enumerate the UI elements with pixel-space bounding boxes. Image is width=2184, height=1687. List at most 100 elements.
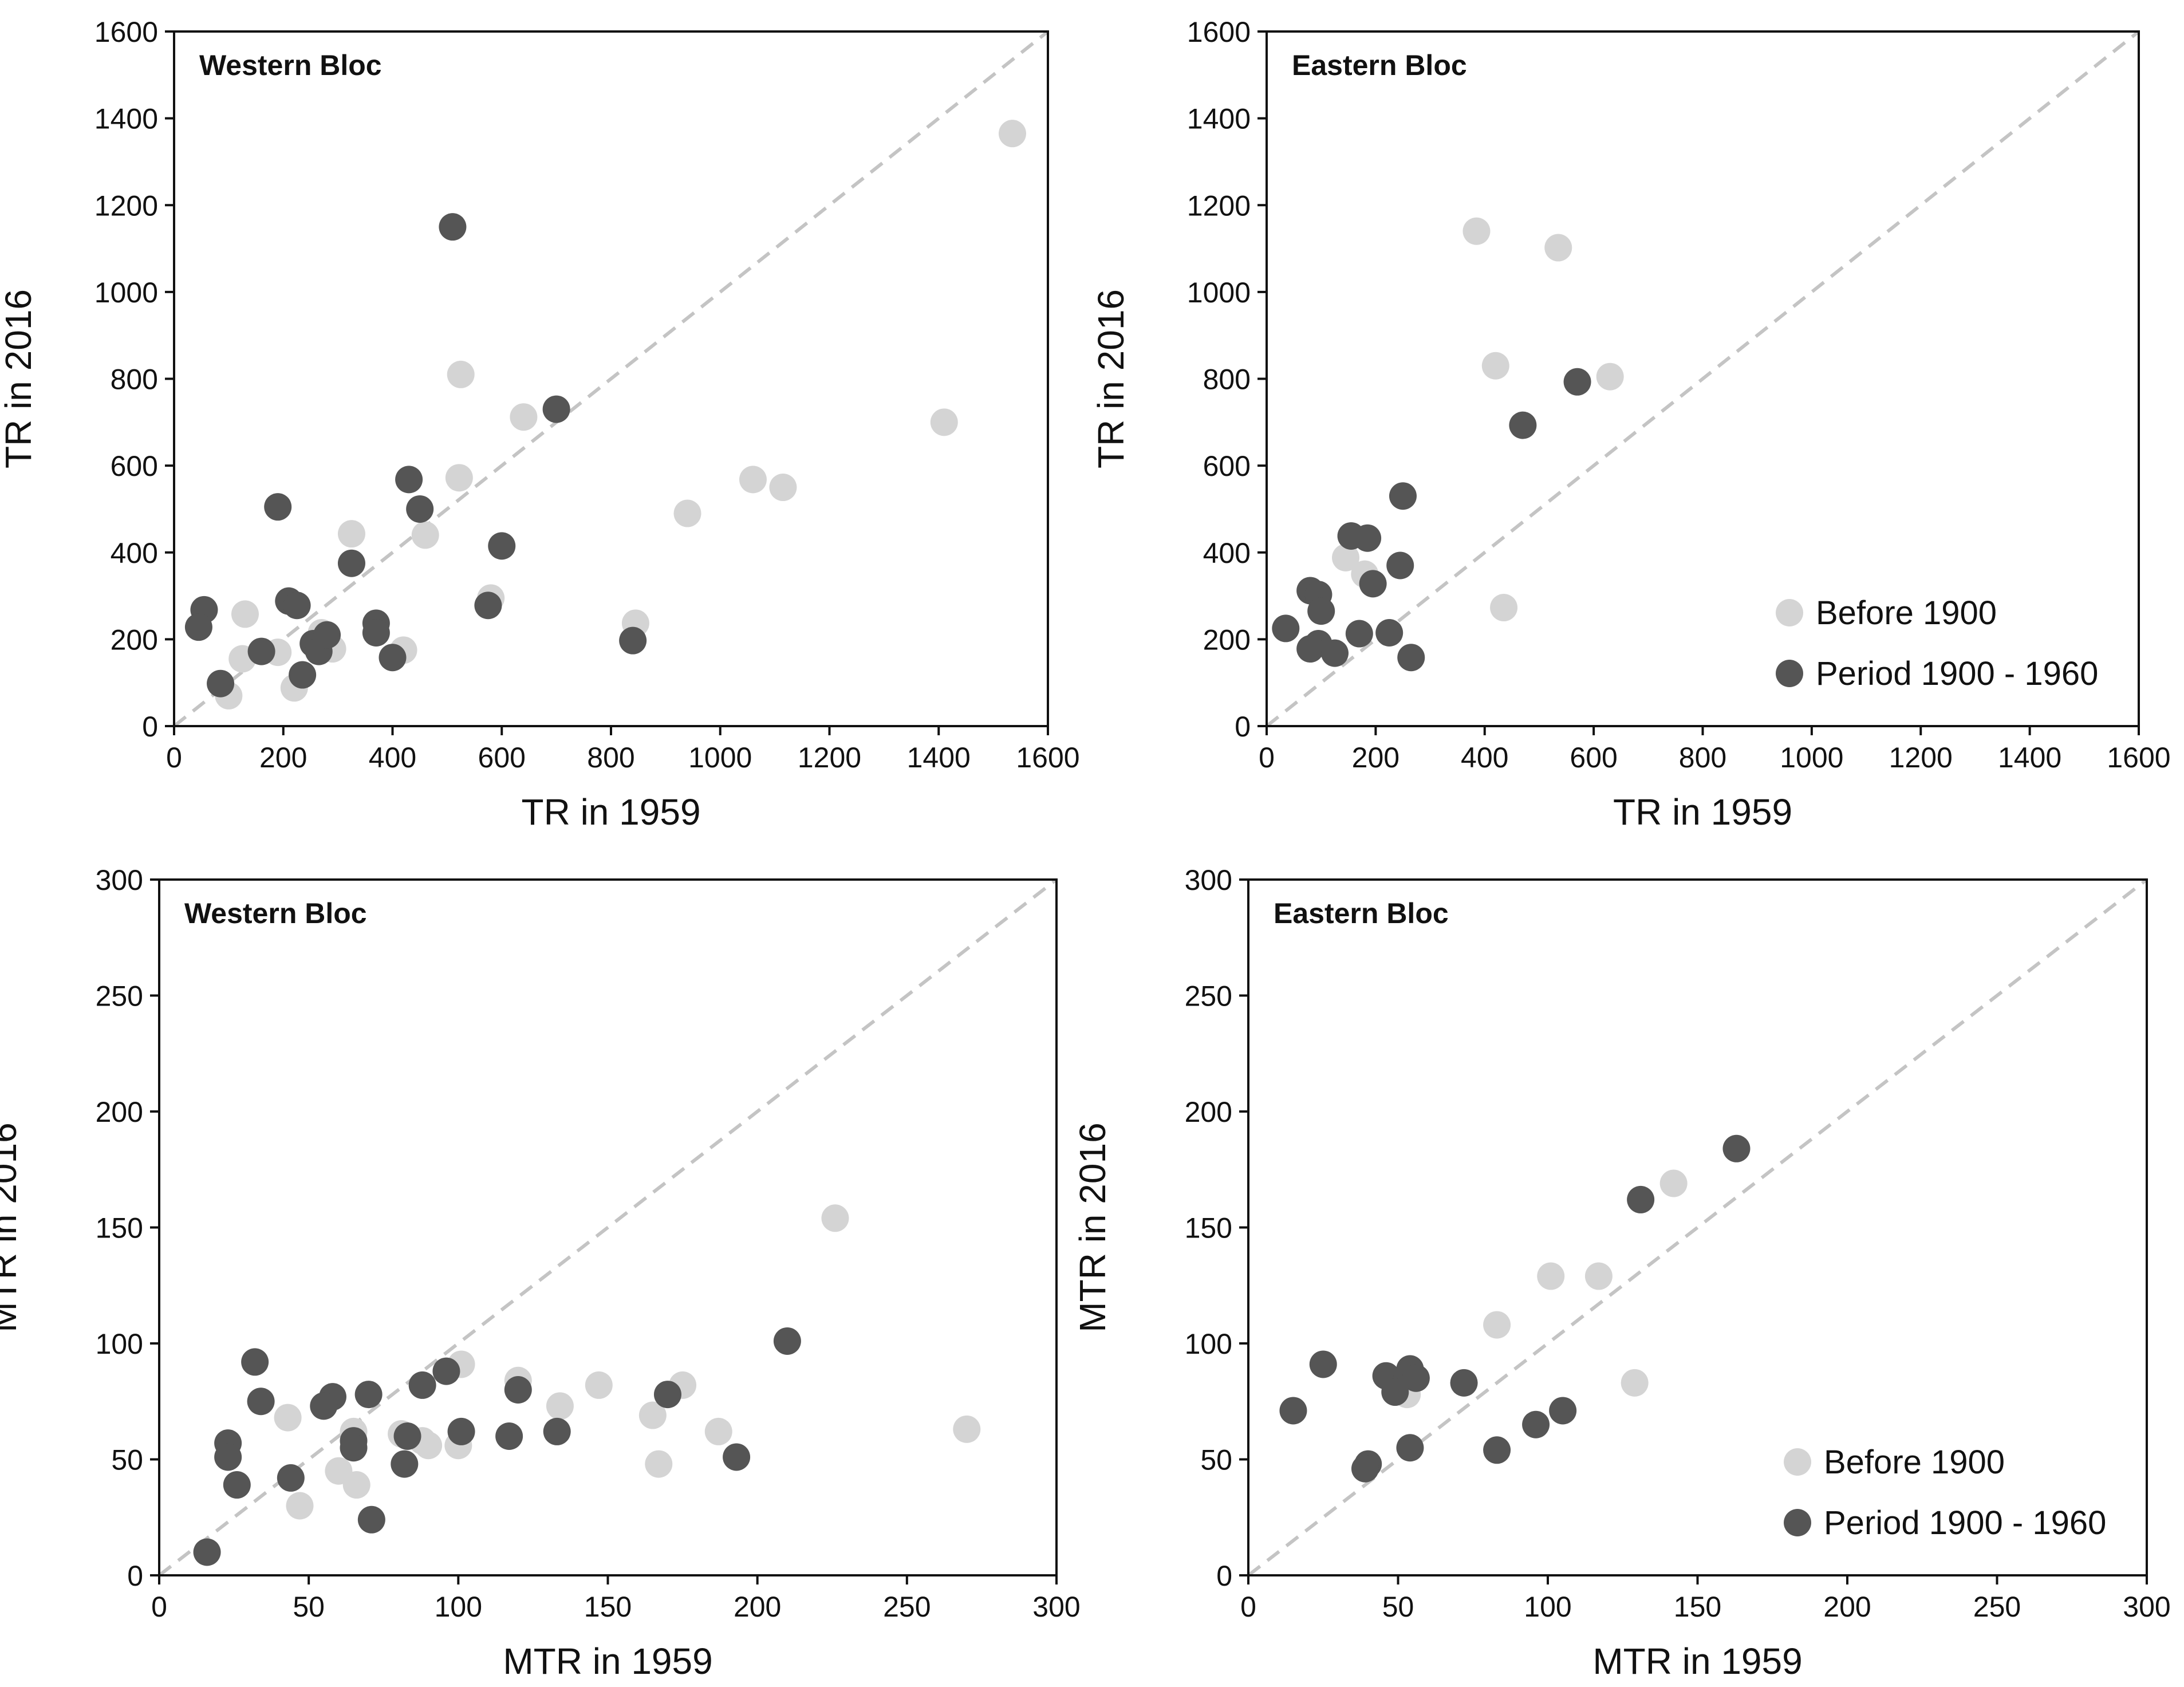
data-point-period-1900-1960: [337, 549, 365, 577]
data-point-before-1900: [510, 403, 538, 431]
data-point-period-1900-1960: [1450, 1369, 1478, 1397]
x-tick-label: 1000: [688, 742, 752, 774]
x-tick-label: 400: [1461, 742, 1508, 774]
legend-label-period-1900-1960: Period 1900 - 1960: [1816, 655, 2098, 692]
data-point-period-1900-1960: [289, 661, 317, 689]
chart-panel-2: 0 200 400 600 800 1000 1200 1400 1600 0 200 400 600 8…: [1090, 16, 2171, 833]
data-point-period-1900-1960: [723, 1443, 751, 1471]
y-tick-label: 250: [1185, 980, 1232, 1012]
y-tick-label: 200: [111, 624, 158, 656]
y-axis-label: MTR in 2016: [1072, 1122, 1113, 1332]
data-point-period-1900-1960: [1359, 570, 1387, 598]
chart-panel-4: 0 50 100 150 200 250 300 0 50 100 150 200 250 300 MTR …: [1072, 864, 2171, 1682]
y-tick-label: 50: [111, 1444, 143, 1476]
data-point-before-1900: [769, 474, 797, 502]
data-point-period-1900-1960: [432, 1357, 460, 1385]
data-point-period-1900-1960: [264, 493, 292, 521]
legend-marker-period-1900-1960: [1784, 1509, 1811, 1536]
x-tick-label: 1600: [1016, 742, 1079, 774]
x-axis-label: TR in 1959: [1613, 791, 1792, 833]
x-tick-label: 800: [587, 742, 634, 774]
data-point-period-1900-1960: [406, 495, 434, 523]
data-point-before-1900: [1544, 234, 1572, 262]
y-tick-label: 1600: [1187, 16, 1251, 48]
data-point-period-1900-1960: [1279, 1397, 1307, 1425]
panel-title: Eastern Bloc: [1292, 49, 1467, 81]
x-tick-label: 1000: [1780, 742, 1843, 774]
data-point-before-1900: [447, 360, 475, 388]
data-point-period-1900-1960: [1627, 1185, 1655, 1213]
x-tick-label: 1600: [2107, 742, 2170, 774]
chart-panel-3: 0 50 100 150 200 250 300 0 50 100 150 200 250 300 MTR …: [0, 864, 1081, 1682]
data-point-period-1900-1960: [1402, 1364, 1430, 1392]
data-point-period-1900-1960: [283, 592, 311, 620]
data-point-period-1900-1960: [1345, 620, 1373, 648]
data-point-period-1900-1960: [379, 644, 407, 672]
data-point-period-1900-1960: [357, 1505, 385, 1534]
y-tick-label: 100: [96, 1328, 143, 1360]
data-point-period-1900-1960: [184, 613, 212, 641]
data-point-before-1900: [1537, 1262, 1565, 1290]
data-point-period-1900-1960: [1386, 551, 1414, 580]
data-point-period-1900-1960: [207, 669, 235, 697]
data-point-before-1900: [1462, 217, 1491, 245]
data-point-period-1900-1960: [277, 1464, 305, 1492]
data-point-before-1900: [337, 520, 365, 548]
data-point-period-1900-1960: [488, 532, 516, 560]
data-point-before-1900: [1596, 362, 1624, 391]
y-tick-label: 800: [111, 364, 158, 396]
data-point-period-1900-1960: [1722, 1134, 1751, 1162]
data-point-period-1900-1960: [1309, 1350, 1337, 1378]
data-point-period-1900-1960: [354, 1381, 383, 1409]
x-tick-label: 800: [1679, 742, 1726, 774]
x-tick-label: 1200: [798, 742, 861, 774]
x-tick-label: 600: [478, 742, 526, 774]
x-tick-label: 250: [1973, 1591, 2021, 1623]
y-tick-label: 200: [1203, 624, 1251, 656]
data-point-period-1900-1960: [313, 621, 341, 649]
x-tick-label: 200: [259, 742, 307, 774]
y-tick-label: 200: [1185, 1096, 1232, 1128]
data-point-before-1900: [1584, 1262, 1613, 1290]
chart-panel-1: 0 200 400 600 800 1000 1200 1400 1600 0 200 400 600 8…: [0, 16, 1080, 833]
data-point-before-1900: [999, 120, 1027, 148]
data-point-period-1900-1960: [1389, 482, 1417, 510]
y-tick-label: 0: [1235, 711, 1251, 743]
data-point-period-1900-1960: [214, 1443, 242, 1471]
diagonal-reference-line: [173, 30, 1049, 728]
data-point-period-1900-1960: [1397, 644, 1425, 672]
legend-label-before-1900: Before 1900: [1816, 594, 1997, 632]
data-point-period-1900-1960: [1509, 411, 1537, 439]
y-tick-label: 1600: [94, 16, 158, 48]
y-tick-label: 0: [1216, 1560, 1232, 1592]
data-point-before-1900: [953, 1415, 981, 1443]
data-point-period-1900-1960: [1549, 1397, 1577, 1425]
data-point-period-1900-1960: [619, 626, 647, 655]
legend-label-before-1900: Before 1900: [1824, 1444, 2005, 1481]
data-point-period-1900-1960: [1320, 639, 1349, 667]
legend-label-period-1900-1960: Period 1900 - 1960: [1824, 1504, 2106, 1542]
data-point-period-1900-1960: [1396, 1434, 1424, 1462]
data-point-period-1900-1960: [773, 1327, 801, 1355]
data-point-period-1900-1960: [1483, 1436, 1511, 1464]
y-tick-label: 400: [1203, 537, 1251, 569]
x-tick-label: 1400: [907, 742, 971, 774]
data-point-period-1900-1960: [362, 619, 390, 647]
data-point-before-1900: [585, 1371, 613, 1399]
data-point-before-1900: [638, 1401, 667, 1429]
data-point-before-1900: [645, 1450, 673, 1478]
y-tick-label: 1200: [1187, 190, 1251, 222]
y-tick-label: 100: [1185, 1328, 1232, 1360]
data-point-period-1900-1960: [223, 1471, 251, 1499]
data-point-period-1900-1960: [408, 1371, 436, 1399]
data-point-before-1900: [739, 466, 767, 494]
data-point-before-1900: [1490, 594, 1518, 622]
y-tick-label: 600: [1203, 450, 1251, 482]
x-tick-label: 400: [369, 742, 416, 774]
x-axis-label: MTR in 1959: [503, 1641, 712, 1682]
panel-title: Eastern Bloc: [1274, 897, 1449, 929]
data-point-period-1900-1960: [1354, 524, 1382, 552]
panel-title: Western Bloc: [199, 49, 382, 81]
y-tick-label: 50: [1200, 1444, 1232, 1476]
y-tick-label: 1400: [94, 103, 158, 135]
